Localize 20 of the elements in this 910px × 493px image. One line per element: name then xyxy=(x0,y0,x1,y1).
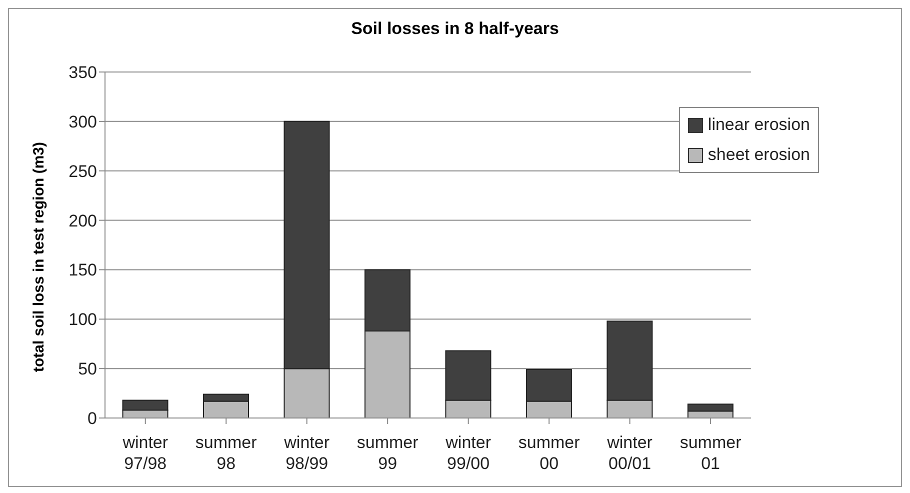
x-tick-label: winter 99/00 xyxy=(444,433,492,473)
y-tick-label: 200 xyxy=(68,211,97,230)
x-tick-label: winter 00/01 xyxy=(606,433,653,473)
x-tick-label: summer 99 xyxy=(356,433,419,473)
y-tick-label: 150 xyxy=(68,260,97,280)
y-tick-label: 350 xyxy=(68,63,97,82)
chart-title: Soil losses in 8 half-years xyxy=(350,19,560,39)
x-tick-label: winter 98/99 xyxy=(283,433,330,473)
y-tick-label: 100 xyxy=(68,310,97,330)
y-tick-label: 50 xyxy=(78,360,97,379)
x-tick-label: winter 97/98 xyxy=(122,433,168,473)
legend-label: sheet erosion xyxy=(706,144,810,166)
y-axis-title: total soil loss in test region (m3) xyxy=(30,142,48,372)
x-tick-label: summer 01 xyxy=(680,433,742,473)
x-tick-label: summer 98 xyxy=(195,433,258,473)
y-tick-label: 300 xyxy=(68,112,97,132)
y-tick-label: 0 xyxy=(88,409,97,428)
x-tick-label: summer 00 xyxy=(518,433,580,473)
y-tick-label: 250 xyxy=(68,162,97,181)
legend-label: linear erosion xyxy=(706,114,810,136)
